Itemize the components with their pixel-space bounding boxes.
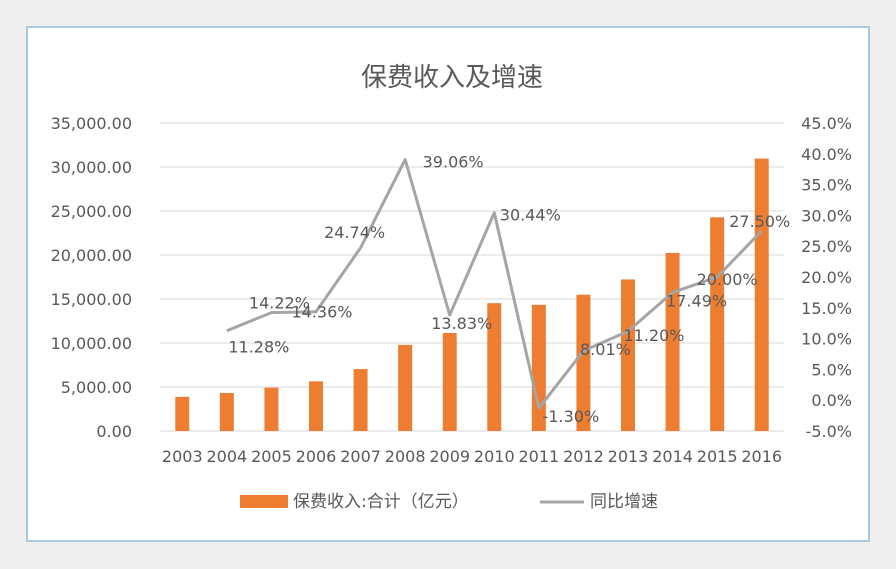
bar: [710, 217, 725, 431]
right-tick-label: -5.0%: [806, 422, 852, 441]
x-tick-label: 2014: [652, 447, 693, 466]
x-tick-label: 2009: [429, 447, 470, 466]
right-tick-label: 40.0%: [801, 145, 852, 164]
x-tick-label: 2012: [563, 447, 604, 466]
x-tick-label: 2015: [697, 447, 738, 466]
gridlines: [160, 122, 784, 432]
bar: [487, 303, 502, 431]
right-tick-label: 20.0%: [801, 268, 852, 287]
x-tick-label: 2005: [251, 447, 292, 466]
x-tick-label: 2004: [206, 447, 247, 466]
line-data-label: 30.44%: [500, 206, 561, 225]
line-data-label: 13.83%: [431, 314, 492, 333]
left-tick-label: 20,000.00: [51, 246, 132, 265]
bar: [175, 396, 190, 431]
legend-label-bar: 保费收入:合计（亿元）: [293, 492, 469, 512]
line-data-label: 20.00%: [697, 270, 758, 289]
line-data-label: 39.06%: [423, 153, 484, 172]
line-data-label: 14.22%: [249, 294, 310, 313]
bar: [442, 332, 457, 431]
bar: [219, 393, 234, 431]
left-tick-label: 30,000.00: [51, 158, 132, 177]
bar: [398, 344, 413, 431]
chart-title: 保费收入及增速: [361, 63, 543, 93]
left-tick-label: 0.00: [96, 422, 132, 441]
right-tick-label: 10.0%: [801, 330, 852, 349]
left-tick-label: 15,000.00: [51, 290, 132, 309]
right-tick-label: 25.0%: [801, 237, 852, 256]
line-data-label: 11.20%: [623, 326, 684, 345]
x-tick-label: 2007: [340, 447, 381, 466]
bar: [621, 279, 635, 431]
bar: [309, 381, 323, 431]
x-tick-label: 2011: [518, 447, 559, 466]
left-tick-label: 25,000.00: [51, 202, 132, 221]
legend-swatch-bar: [240, 495, 288, 508]
bar-series: [175, 158, 769, 432]
left-tick-label: 35,000.00: [51, 114, 132, 133]
line-data-label: 17.49%: [666, 291, 727, 310]
line-data-label: 14.36%: [291, 303, 352, 322]
right-tick-label: 45.0%: [801, 114, 852, 133]
x-tick-label: 2013: [608, 447, 649, 466]
left-tick-label: 10,000.00: [51, 334, 132, 353]
line-data-label: 24.74%: [324, 223, 385, 242]
chart-frame: 保费收入及增速 0.00 5,000.00 10,000.00 15,000.00 20…: [26, 26, 870, 542]
chart: 保费收入及增速 0.00 5,000.00 10,000.00 15,000.00 20…: [51, 63, 852, 512]
right-tick-label: 5.0%: [811, 360, 852, 379]
legend-label-line: 同比增速: [590, 492, 658, 512]
right-tick-label: 35.0%: [801, 176, 852, 195]
right-axis-ticks: -5.0% 0.0% 5.0% 10.0% 15.0% 20.0% 25.0% 30.0% 35…: [801, 114, 852, 441]
x-tick-label: 2003: [162, 447, 203, 466]
left-axis-ticks: 0.00 5,000.00 10,000.00 15,000.00 20,000.00 2…: [51, 114, 132, 441]
bar: [264, 387, 279, 431]
right-tick-label: 30.0%: [801, 206, 852, 225]
line-data-label: 27.50%: [729, 212, 790, 231]
bar: [576, 294, 591, 431]
legend: 保费收入:合计（亿元） 同比增速: [240, 492, 658, 512]
x-tick-label: 2016: [741, 447, 782, 466]
bar: [754, 158, 769, 432]
line-data-label: 8.01%: [580, 340, 631, 359]
x-tick-label: 2010: [474, 447, 515, 466]
line-data-label: 11.28%: [228, 338, 289, 357]
x-tick-label: 2006: [296, 447, 337, 466]
x-axis-ticks: 2003 2004 2005 2006 2007 2008 2009 2010 2011 2012…: [162, 447, 782, 466]
line-data-labels: 11.28% 14.22%14.36% 24.74% 39.06% 13.83% 30.4…: [228, 153, 790, 427]
right-tick-label: 15.0%: [801, 299, 852, 318]
x-tick-label: 2008: [385, 447, 426, 466]
bar: [353, 369, 368, 431]
line-data-label: -1.30%: [543, 407, 600, 426]
growth-line: [226, 158, 763, 410]
left-tick-label: 5,000.00: [61, 378, 132, 397]
right-tick-label: 0.0%: [811, 391, 852, 410]
line-series: [226, 158, 763, 410]
